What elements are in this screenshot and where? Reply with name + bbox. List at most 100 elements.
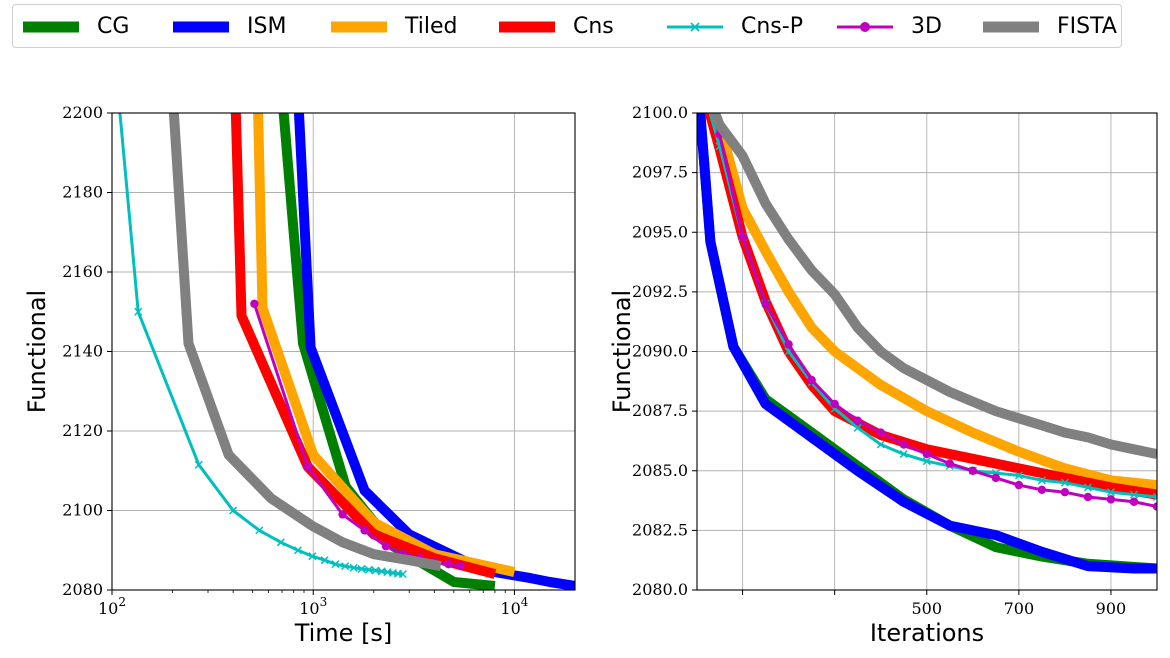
legend-swatch-3d — [837, 22, 893, 32]
y-axis-label: Functional — [23, 290, 51, 413]
legend-label-cns: Cns — [573, 14, 614, 39]
series-point-3d — [830, 399, 839, 409]
series-point-3d — [876, 428, 885, 437]
legend-swatch-cns-p — [667, 22, 723, 32]
y-axis-label: Functional — [608, 290, 636, 413]
series-line-tiled — [708, 113, 1157, 491]
legend-item-3d: 3D — [835, 5, 985, 49]
series-point-cns-p — [1037, 476, 1046, 485]
x-tick-label: 900 — [1096, 599, 1127, 618]
series-point-cns-p — [693, 62, 700, 69]
y-tick-label: 2085.0 — [632, 461, 688, 480]
series-point-cns-p — [1129, 490, 1139, 499]
legend-label-cns-p: Cns-P — [741, 14, 803, 39]
panel-1: 2080 2100 2120 2140 2160 2180 2200 102 103 104 Tim… — [23, 70, 576, 647]
y-tick-label: 2095.0 — [632, 222, 688, 241]
series-point-3d — [1129, 497, 1139, 506]
series-point-cns-p — [922, 457, 931, 466]
plot-frame — [696, 112, 1158, 591]
series-point-3d — [1083, 492, 1093, 502]
series-line-fista — [168, 113, 442, 572]
panel-2: 2080.0 2082.5 2085.0 2087.5 2090.0 2092.5 2095… — [608, 61, 1158, 647]
series-line-3d — [252, 303, 461, 568]
y-tick-label: 2100.0 — [632, 103, 688, 122]
series-point-3d — [991, 473, 1001, 483]
y-tick-label: 2097.5 — [632, 163, 688, 182]
series-point-3d — [761, 299, 770, 308]
y-tick-label: 2100 — [62, 501, 103, 520]
series-point-3d — [1037, 485, 1047, 495]
series-point-cns-p — [876, 440, 885, 449]
legend-item-tiled: Tiled — [329, 5, 479, 49]
y-tick-label: 2082.5 — [632, 520, 688, 539]
series-point-3d — [968, 466, 978, 475]
series-point-cns-p — [357, 564, 366, 573]
series-point-3d — [1014, 480, 1024, 490]
y-tick-label: 2080.0 — [632, 580, 688, 599]
series-point-cns-p — [113, 70, 120, 77]
series-point-3d — [360, 526, 369, 535]
series-point-cns-p — [398, 570, 407, 579]
series-point-3d — [945, 459, 954, 468]
series-point-3d — [338, 510, 347, 519]
y-tick-label: 2140 — [62, 342, 103, 361]
legend-swatch-fista — [983, 21, 1039, 33]
series-point-3d — [899, 440, 908, 449]
series-line-cns — [230, 113, 497, 579]
series-point-3d — [853, 416, 862, 425]
legend-swatch-cg — [23, 21, 79, 33]
legend-label-ism: ISM — [247, 14, 287, 39]
series-line-tiled — [253, 113, 516, 577]
series-point-cns-p — [1060, 478, 1069, 487]
series-point-cns-p — [229, 506, 238, 515]
legend-item-cg: CG — [21, 5, 171, 49]
series-point-3d — [1152, 502, 1157, 511]
legend-item-cns-p: Cns-P — [665, 5, 815, 49]
series-point-cns-p — [293, 546, 303, 555]
series-point-cns-p — [853, 423, 862, 432]
legend-label-fista: FISTA — [1057, 14, 1117, 39]
legend-label-cg: CG — [97, 14, 130, 39]
series-line-ism — [697, 113, 1157, 574]
series-point-3d — [807, 375, 816, 385]
y-tick-label: 2090.0 — [632, 342, 688, 361]
y-tick-label: 2120 — [62, 421, 103, 440]
series-point-3d — [381, 542, 391, 551]
series-point-3d — [444, 559, 453, 569]
legend-item-fista: FISTA — [981, 5, 1131, 49]
x-tick-label: 500 — [911, 599, 942, 618]
series-point-cns-p — [1083, 483, 1092, 492]
series-point-3d — [250, 299, 259, 308]
series-point-cns-p — [1014, 471, 1023, 480]
legend-label-tiled: Tiled — [405, 14, 458, 39]
x-tick-label: 700 — [1004, 599, 1035, 618]
x-tick-label: 102 — [98, 595, 126, 618]
series-point-3d — [456, 561, 465, 571]
legend-swatch-cns — [499, 21, 555, 33]
series-point-cns-p — [1152, 492, 1157, 502]
series-point-cns-p — [134, 307, 143, 316]
x-tick-label: 104 — [500, 595, 528, 618]
series-point-3d — [922, 449, 931, 459]
series-point-cns-p — [320, 556, 329, 565]
plot-frame — [111, 112, 576, 591]
series-point-cns-p — [341, 562, 350, 571]
series-point-cns-p — [364, 565, 373, 574]
y-tick-label: 2180 — [62, 183, 103, 202]
series-point-3d — [1106, 495, 1116, 504]
series-point-3d — [303, 462, 313, 471]
y-tick-label: 2160 — [62, 262, 103, 281]
legend: CG ISM Tiled Cns Cns-P 3D FISTA — [12, 4, 1122, 48]
series-point-3d — [692, 61, 700, 69]
y-tick-label: 2087.5 — [632, 401, 688, 420]
x-tick-label: 103 — [299, 595, 327, 618]
x-axis-label: Iterations — [870, 619, 984, 647]
y-tick-label: 2080 — [62, 580, 103, 599]
series-point-cns-p — [1106, 488, 1115, 497]
series-line-fista — [709, 113, 1157, 459]
series-point-cns-p — [194, 460, 203, 469]
legend-swatch-ism — [173, 21, 229, 33]
series-point-3d — [1060, 488, 1070, 497]
series-point-3d — [738, 232, 747, 242]
legend-label-3d: 3D — [911, 14, 942, 39]
